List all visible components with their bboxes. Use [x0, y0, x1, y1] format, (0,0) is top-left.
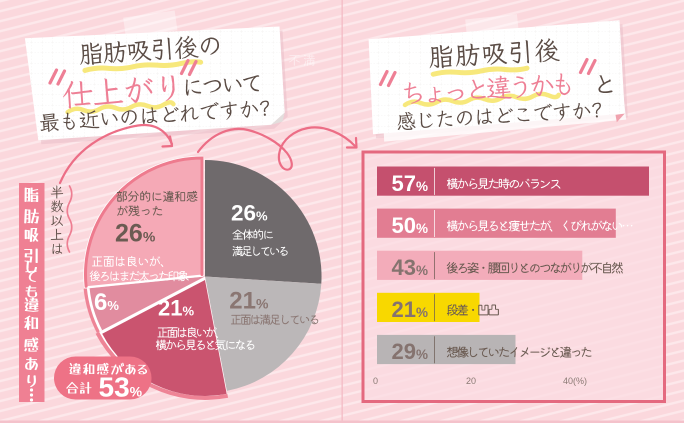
svg-text:20: 20	[466, 376, 476, 386]
svg-text:6%: 6%	[94, 289, 119, 316]
svg-text:40(%): 40(%)	[563, 376, 587, 386]
svg-text:0: 0	[373, 376, 378, 386]
svg-text:53%: 53%	[99, 372, 143, 403]
